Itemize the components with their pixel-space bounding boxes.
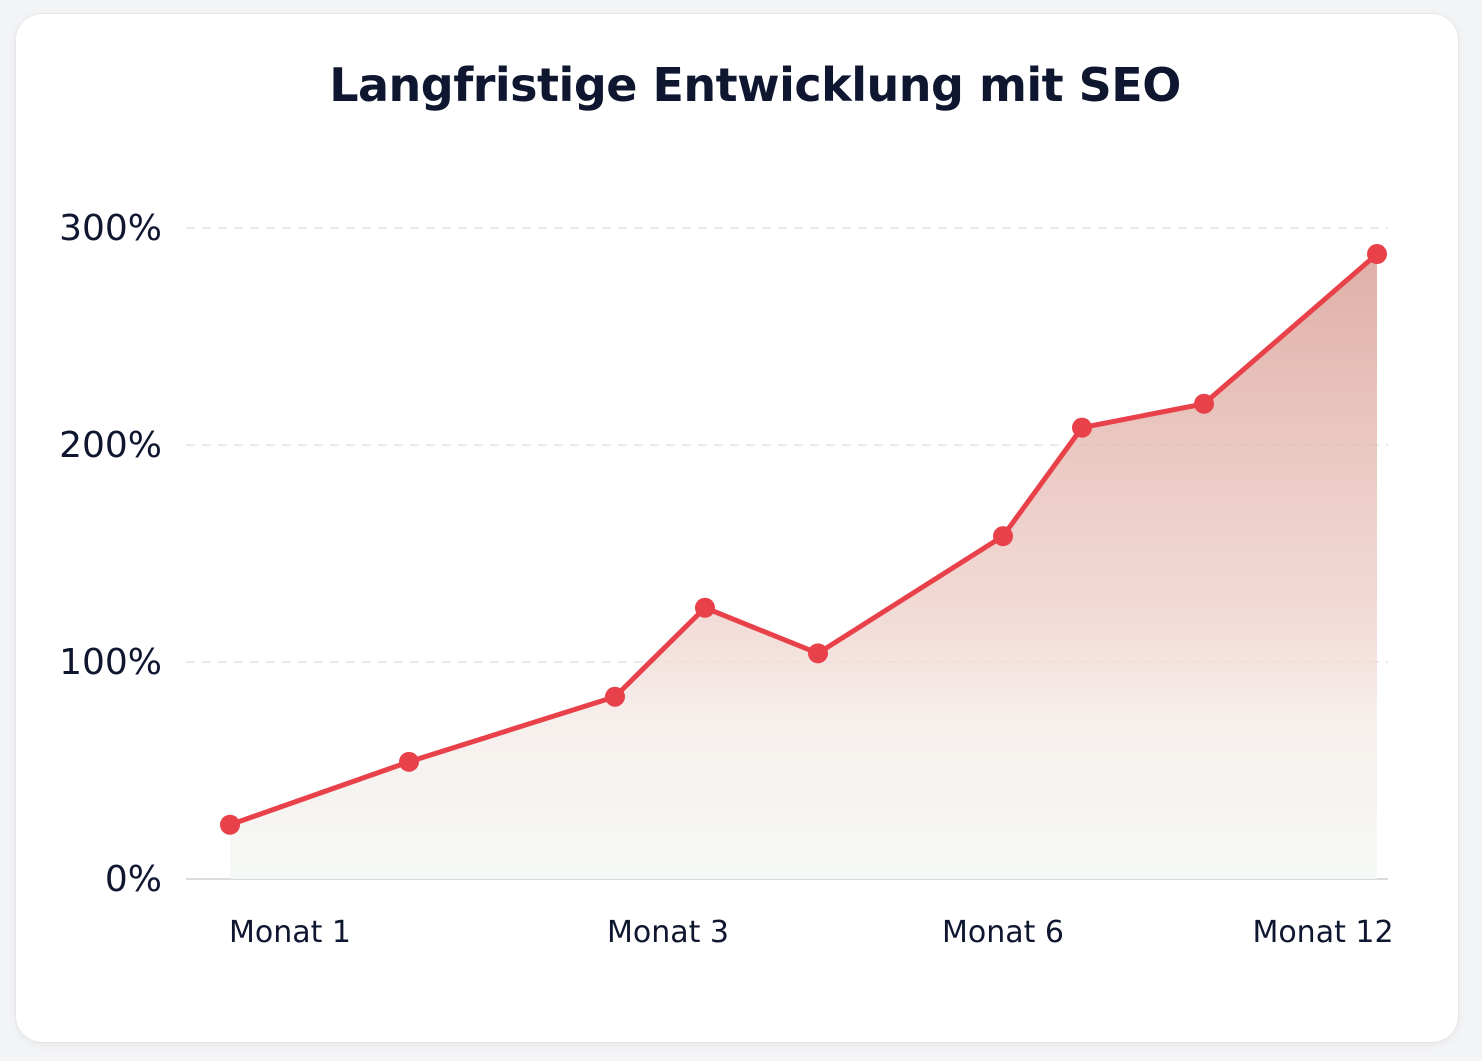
x-tick-label: Monat 12 [1252,915,1393,950]
data-point-8 [1194,393,1214,414]
data-point-4 [695,597,715,618]
y-axis-ticks: 0% 100% 200% 300% [59,208,162,900]
data-points [220,244,1387,835]
area-path [230,254,1377,880]
data-point-7 [1072,417,1092,438]
y-tick-label: 100% [59,642,162,683]
x-tick-label: Monat 1 [229,915,351,950]
data-point-1 [220,814,240,835]
chart-title: Langfristige Entwicklung mit SEO [329,58,1181,112]
data-point-6 [993,526,1013,547]
x-tick-label: Monat 3 [607,915,729,950]
data-point-2 [399,751,419,772]
y-tick-label: 300% [59,208,162,249]
x-tick-label: Monat 6 [942,915,1064,950]
y-tick-label: 200% [59,425,162,466]
x-axis-ticks: Monat 1 Monat 3 Monat 6 Monat 12 [229,915,1394,950]
data-point-5 [808,643,828,664]
data-point-9 [1367,244,1387,265]
y-tick-label: 0% [105,859,162,900]
area-fill [230,254,1377,880]
data-point-3 [605,686,625,707]
